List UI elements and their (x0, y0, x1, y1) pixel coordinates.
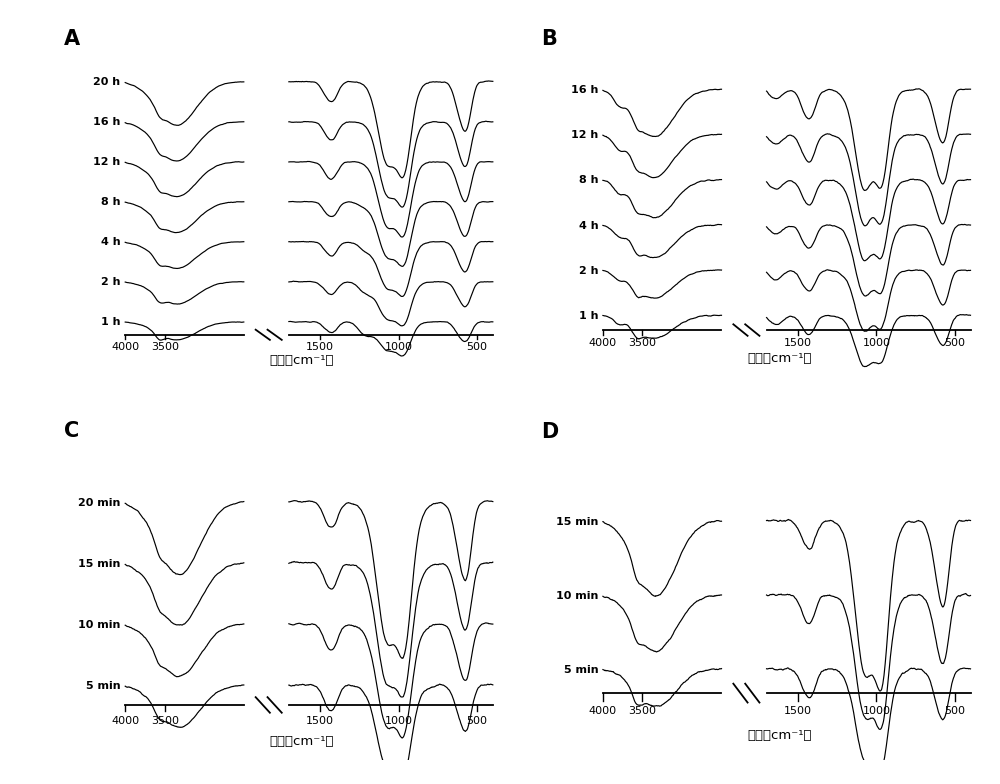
Text: 15 min: 15 min (556, 517, 598, 527)
Text: 波束（cm⁻¹）: 波束（cm⁻¹） (270, 735, 334, 748)
Text: 4 h: 4 h (579, 220, 598, 230)
Text: 1000: 1000 (385, 342, 413, 352)
Text: 4 h: 4 h (101, 238, 120, 248)
Text: 5 min: 5 min (564, 665, 598, 675)
Text: 波束（cm⁻¹）: 波束（cm⁻¹） (747, 352, 812, 365)
Text: D: D (541, 423, 558, 442)
Text: 4000: 4000 (111, 716, 139, 725)
Text: 20 h: 20 h (93, 78, 120, 88)
Text: B: B (541, 29, 557, 49)
Text: 1 h: 1 h (579, 311, 598, 321)
Text: 8 h: 8 h (101, 198, 120, 208)
Text: 15 min: 15 min (78, 559, 120, 569)
Text: 1000: 1000 (385, 716, 413, 725)
Text: 16 h: 16 h (93, 118, 120, 128)
Text: 波束（cm⁻¹）: 波束（cm⁻¹） (747, 729, 812, 742)
Text: 10 min: 10 min (78, 620, 120, 630)
Text: 500: 500 (467, 716, 488, 725)
Text: A: A (64, 28, 80, 49)
Text: 4000: 4000 (589, 338, 617, 348)
Text: 8 h: 8 h (579, 176, 598, 186)
Text: 1500: 1500 (784, 338, 812, 348)
Text: 16 h: 16 h (571, 85, 598, 95)
Text: 3500: 3500 (628, 706, 656, 716)
Text: 波束（cm⁻¹）: 波束（cm⁻¹） (270, 354, 334, 368)
Text: 12 h: 12 h (571, 130, 598, 140)
Text: 1500: 1500 (306, 716, 334, 725)
Text: 3500: 3500 (628, 338, 656, 348)
Text: 3500: 3500 (151, 716, 179, 725)
Text: 3500: 3500 (151, 342, 179, 352)
Text: 1000: 1000 (862, 338, 890, 348)
Text: 12 h: 12 h (93, 158, 120, 168)
Text: 1 h: 1 h (101, 318, 120, 328)
Text: 1000: 1000 (862, 706, 890, 716)
Text: 500: 500 (944, 338, 965, 348)
Text: C: C (64, 421, 79, 441)
Text: 1500: 1500 (784, 706, 812, 716)
Text: 4000: 4000 (111, 342, 139, 352)
Text: 1500: 1500 (306, 342, 334, 352)
Text: 10 min: 10 min (556, 591, 598, 601)
Text: 2 h: 2 h (579, 266, 598, 276)
Text: 20 min: 20 min (78, 498, 120, 508)
Text: 5 min: 5 min (86, 681, 120, 691)
Text: 500: 500 (944, 706, 965, 716)
Text: 4000: 4000 (589, 706, 617, 716)
Text: 500: 500 (467, 342, 488, 352)
Text: 2 h: 2 h (101, 278, 120, 288)
